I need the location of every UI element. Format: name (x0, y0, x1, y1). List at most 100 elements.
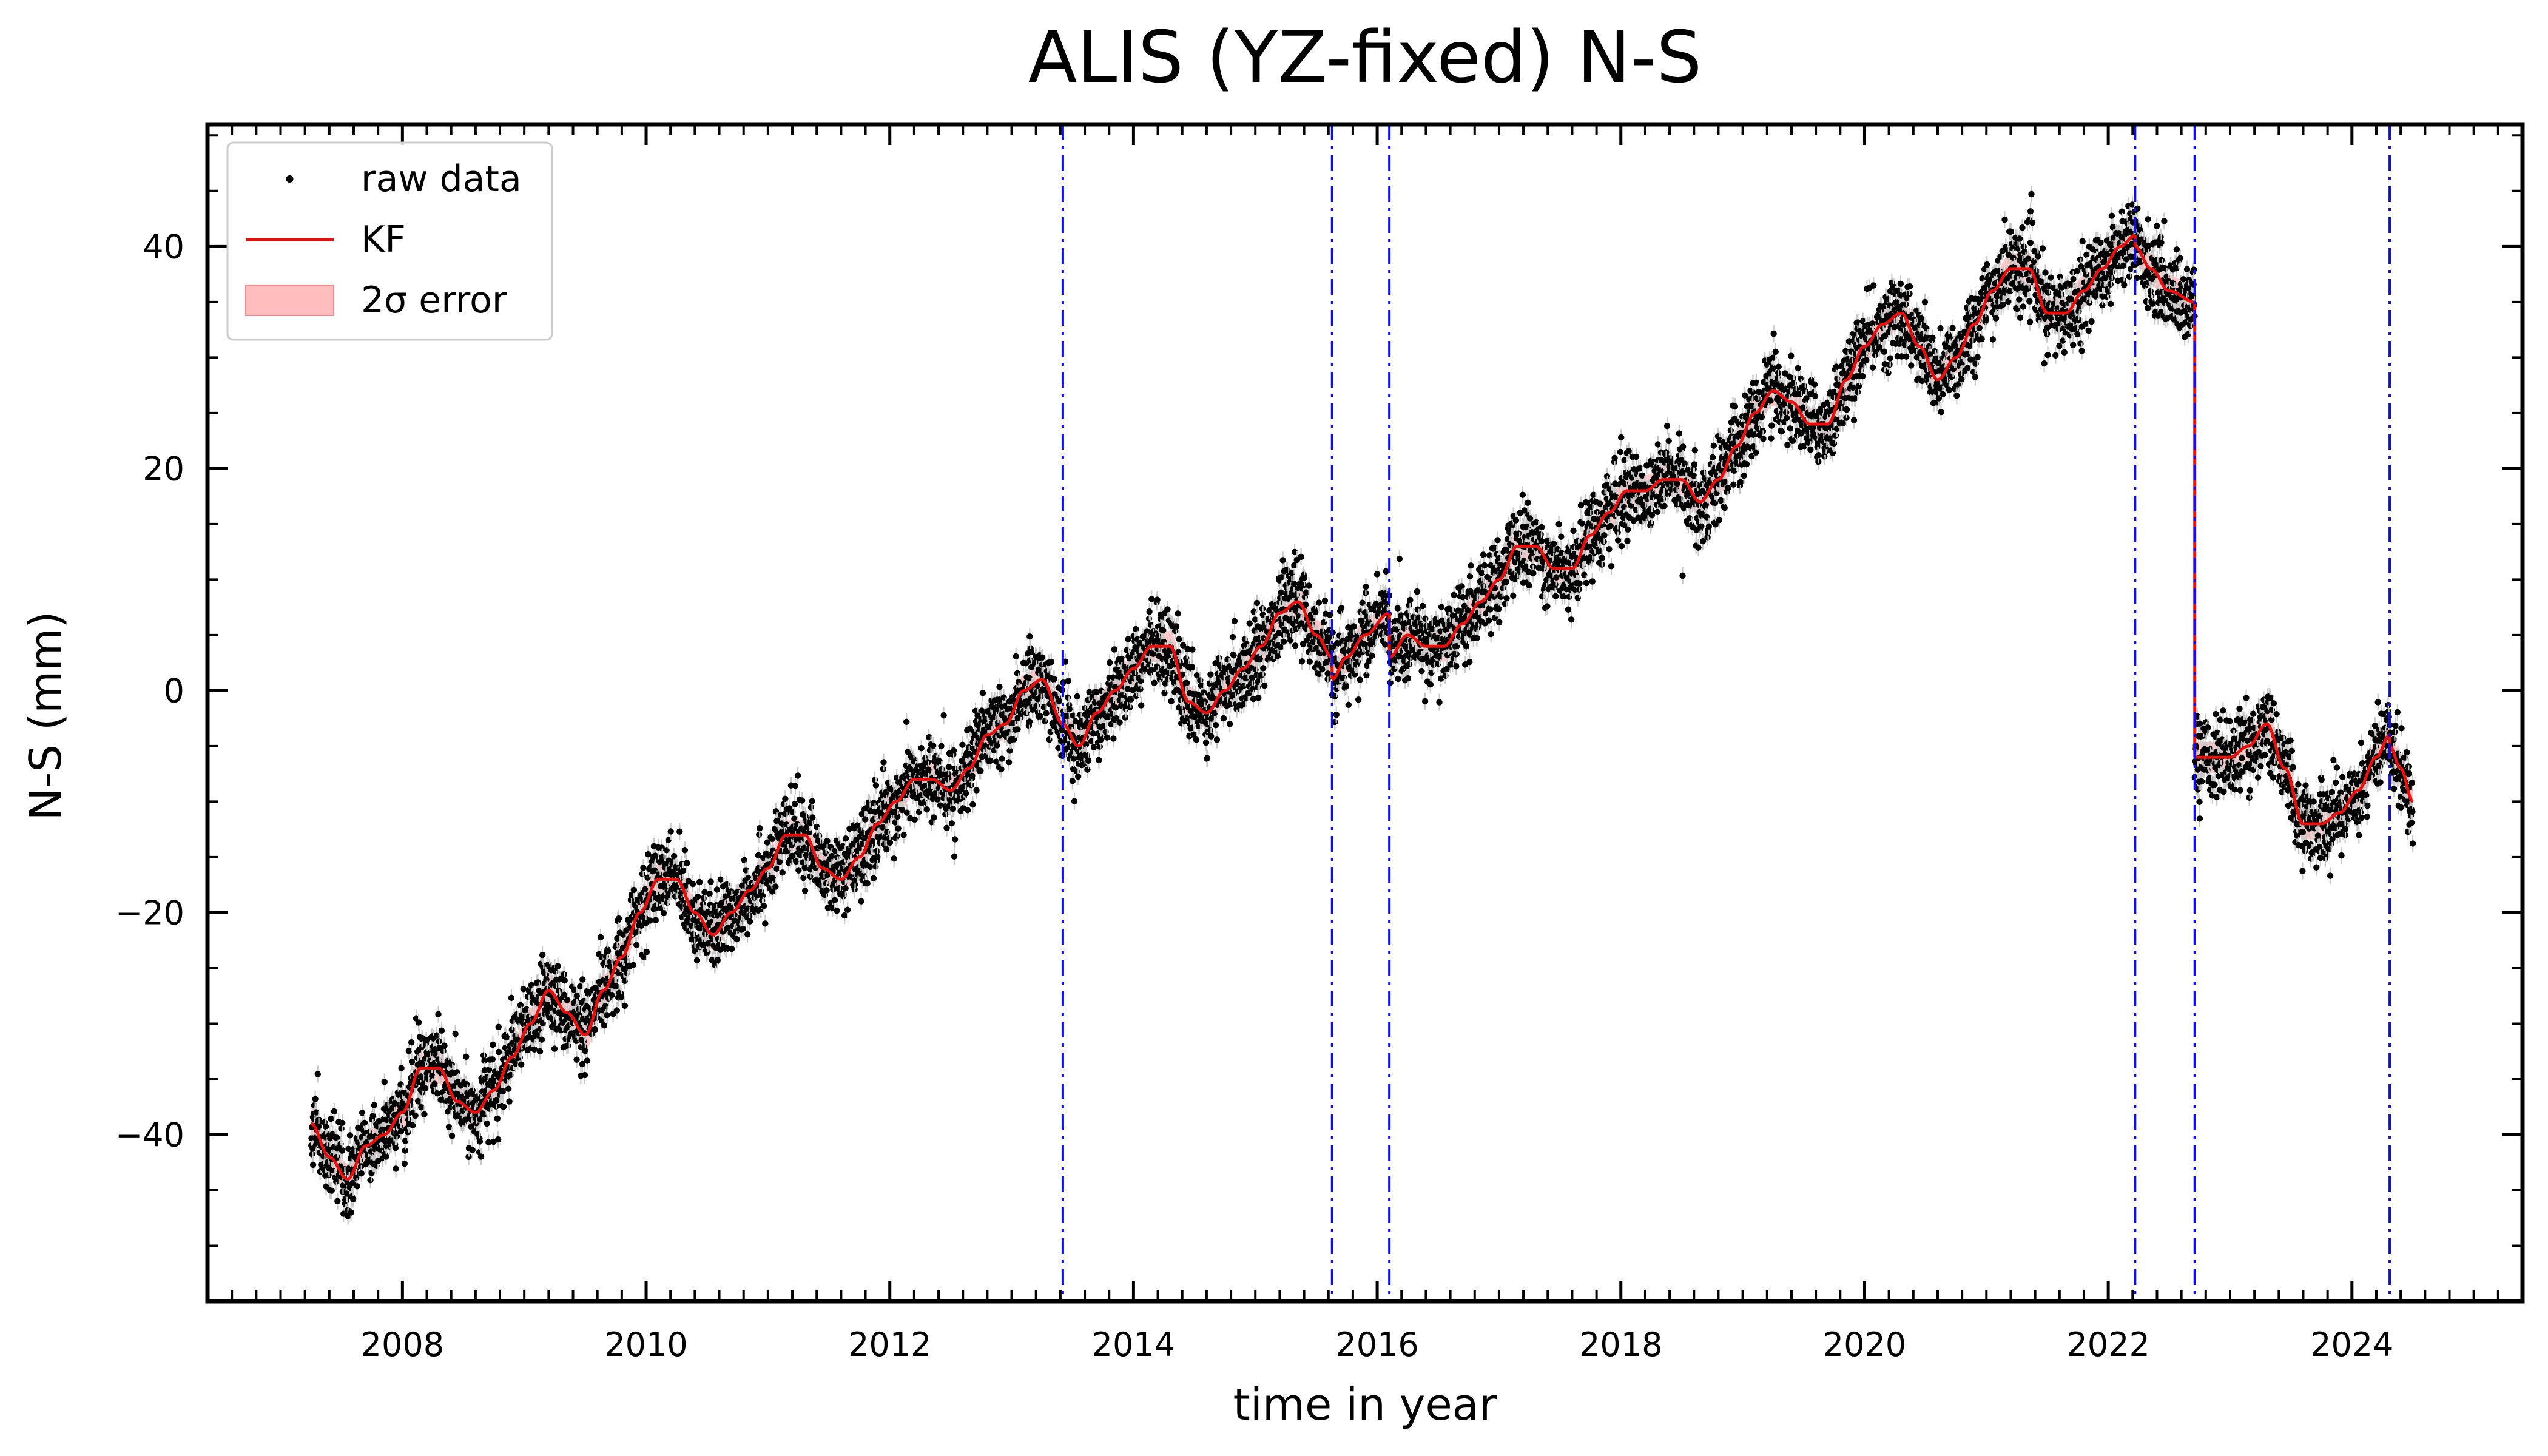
raw-data-point (433, 1032, 440, 1039)
raw-data-point (422, 1085, 429, 1091)
raw-data-point (571, 986, 578, 993)
raw-data-point (398, 1065, 405, 1071)
raw-data-point (440, 1048, 447, 1054)
raw-data-point (375, 1158, 382, 1164)
raw-data-point (573, 1056, 580, 1063)
raw-data-point (801, 888, 809, 894)
raw-data-point (350, 1196, 357, 1202)
raw-data-point (791, 801, 798, 807)
raw-data-point (645, 851, 652, 858)
raw-data-point (408, 1059, 416, 1065)
raw-data-point (485, 1139, 492, 1146)
raw-data-point (539, 951, 546, 959)
raw-data-point (1071, 798, 1078, 804)
raw-data-point (652, 852, 659, 859)
raw-data-point (660, 909, 667, 917)
raw-data-point (401, 1160, 408, 1167)
raw-data-point (764, 839, 771, 846)
raw-data-point (630, 886, 638, 894)
raw-data-point (465, 1153, 472, 1160)
raw-data-point (1074, 693, 1080, 700)
raw-data-point (376, 1117, 382, 1125)
raw-data-point (1110, 735, 1117, 742)
raw-data-point (973, 787, 980, 794)
raw-data-point (630, 962, 637, 968)
raw-data-point (883, 846, 890, 853)
raw-data-point (714, 957, 721, 963)
raw-data-point (925, 766, 932, 773)
raw-data-point (769, 888, 776, 895)
raw-data-point (900, 832, 907, 838)
raw-data-point (658, 844, 666, 851)
raw-data-point (1056, 698, 1063, 704)
raw-data-point (744, 931, 751, 938)
raw-data-point (1096, 757, 1102, 764)
raw-data-point (500, 1104, 507, 1110)
raw-data-point (613, 942, 620, 948)
raw-data-point (614, 935, 621, 942)
raw-data-point (731, 917, 738, 925)
raw-data-point (948, 820, 956, 827)
raw-data-point (507, 1071, 514, 1079)
raw-data-point (860, 829, 867, 837)
raw-data-point (880, 759, 887, 766)
raw-data-point (434, 1090, 441, 1097)
raw-data-point (979, 707, 985, 714)
raw-data-point (1102, 729, 1109, 735)
raw-data-point (969, 772, 976, 779)
raw-data-point (676, 828, 683, 835)
raw-data-point (1014, 726, 1021, 733)
raw-data-point (383, 1153, 389, 1160)
raw-data-point (842, 835, 849, 842)
raw-data-point (663, 847, 670, 854)
raw-data-point (494, 1115, 500, 1122)
raw-data-point (1074, 773, 1082, 780)
raw-data-point (755, 852, 762, 859)
raw-data-point (392, 1145, 399, 1151)
raw-data-point (429, 1073, 436, 1079)
raw-data-point (426, 1050, 433, 1057)
raw-data-point (358, 1170, 365, 1177)
raw-data-point (1026, 718, 1033, 725)
raw-data-point (503, 1034, 510, 1041)
raw-data-point (1090, 744, 1097, 750)
raw-data-point (813, 823, 820, 831)
raw-data-point (1064, 694, 1071, 701)
raw-data-point (369, 1113, 376, 1119)
raw-data-point (1127, 704, 1133, 710)
raw-data-point (391, 1100, 398, 1107)
raw-data-point (418, 1104, 425, 1111)
raw-data-point (1084, 766, 1091, 773)
raw-data-point (615, 915, 622, 922)
raw-data-point (999, 755, 1005, 762)
raw-data-point (412, 1112, 419, 1119)
raw-data-point (977, 767, 984, 774)
raw-data-point (633, 942, 640, 948)
raw-data-point (937, 802, 944, 809)
raw-data-point (652, 917, 659, 923)
raw-data-point (665, 837, 672, 843)
raw-data-point (543, 976, 550, 983)
raw-data-point (493, 1097, 500, 1104)
raw-data-point (964, 807, 971, 814)
raw-data-point (930, 742, 937, 749)
raw-data-point (871, 777, 878, 783)
raw-data-point (1070, 755, 1077, 762)
raw-data-point (1131, 670, 1138, 676)
raw-data-point (903, 718, 910, 725)
raw-data-point (874, 854, 881, 860)
raw-data-point (809, 798, 815, 804)
raw-data-point (776, 858, 783, 865)
raw-data-point (601, 1022, 608, 1029)
raw-data-point (898, 806, 906, 814)
raw-data-point (402, 1138, 409, 1144)
raw-data-point (484, 1120, 490, 1127)
raw-data-point (760, 902, 767, 909)
raw-data-point (604, 1012, 610, 1019)
raw-data-point (517, 1061, 525, 1068)
raw-data-point (852, 877, 858, 884)
raw-data-point (831, 897, 838, 904)
raw-data-point (829, 852, 835, 860)
raw-data-point (951, 853, 958, 860)
raw-data-point (792, 783, 799, 789)
